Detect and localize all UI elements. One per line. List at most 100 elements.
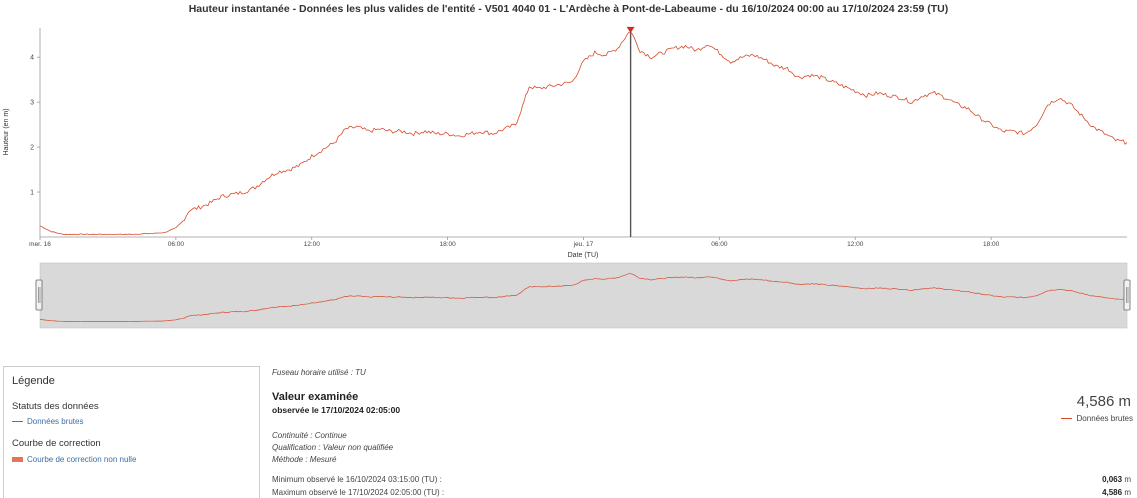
- data-point[interactable]: [900, 97, 901, 98]
- navigator[interactable]: [0, 260, 1137, 330]
- data-point[interactable]: [424, 131, 425, 132]
- data-point[interactable]: [1013, 131, 1014, 132]
- data-point[interactable]: [368, 131, 369, 132]
- data-point[interactable]: [606, 54, 607, 55]
- data-point[interactable]: [255, 187, 256, 188]
- data-point[interactable]: [911, 102, 912, 103]
- navigator-window[interactable]: [39, 262, 1128, 329]
- data-point[interactable]: [787, 68, 788, 69]
- data-point[interactable]: [1081, 115, 1082, 116]
- navigator-handle-right[interactable]: [1123, 279, 1131, 311]
- data-point[interactable]: [356, 126, 357, 127]
- data-point[interactable]: [707, 43, 708, 44]
- data-point[interactable]: [529, 86, 530, 87]
- data-point[interactable]: [198, 207, 199, 208]
- data-point[interactable]: [1115, 140, 1116, 141]
- data-point[interactable]: [300, 164, 301, 165]
- data-point[interactable]: [821, 77, 822, 78]
- data-point[interactable]: [843, 86, 844, 87]
- data-point[interactable]: [85, 234, 86, 235]
- data-point[interactable]: [470, 133, 471, 134]
- data-point[interactable]: [741, 57, 742, 58]
- data-point[interactable]: [979, 117, 980, 118]
- data-point[interactable]: [232, 194, 233, 195]
- data-point[interactable]: [1024, 133, 1025, 134]
- data-point[interactable]: [164, 232, 165, 233]
- data-point[interactable]: [458, 135, 459, 136]
- data-point[interactable]: [538, 88, 539, 89]
- navigator-handle-left[interactable]: [35, 279, 43, 311]
- series-line-donnees-brutes[interactable]: [39, 31, 1128, 236]
- data-point[interactable]: [1126, 142, 1127, 143]
- data-point[interactable]: [221, 196, 222, 197]
- legend-item-correction[interactable]: Courbe de correction non nulle: [12, 455, 136, 464]
- data-point[interactable]: [182, 221, 183, 222]
- data-point[interactable]: [345, 129, 346, 130]
- data-point[interactable]: [153, 233, 154, 234]
- data-point[interactable]: [39, 225, 40, 226]
- data-point[interactable]: [334, 142, 335, 143]
- data-point[interactable]: [62, 234, 63, 235]
- data-point[interactable]: [673, 48, 674, 49]
- data-point[interactable]: [945, 97, 946, 98]
- data-point[interactable]: [175, 227, 176, 228]
- data-point[interactable]: [662, 52, 663, 53]
- data-point[interactable]: [855, 90, 856, 91]
- data-point[interactable]: [832, 81, 833, 82]
- data-point[interactable]: [775, 66, 776, 67]
- data-point[interactable]: [447, 133, 448, 134]
- legend-item-raw-data[interactable]: Données brutes: [12, 417, 83, 426]
- data-point[interactable]: [877, 93, 878, 94]
- data-point[interactable]: [696, 50, 697, 51]
- data-point[interactable]: [492, 133, 493, 134]
- data-point[interactable]: [522, 106, 523, 107]
- data-point[interactable]: [379, 129, 380, 130]
- data-point[interactable]: [1047, 104, 1048, 105]
- data-point[interactable]: [572, 81, 573, 82]
- data-point[interactable]: [798, 77, 799, 78]
- data-point[interactable]: [968, 108, 969, 109]
- data-point[interactable]: [889, 95, 890, 96]
- data-point[interactable]: [390, 131, 391, 132]
- data-point[interactable]: [1070, 104, 1071, 105]
- data-point[interactable]: [322, 149, 323, 150]
- data-point[interactable]: [628, 32, 629, 33]
- data-point[interactable]: [1092, 126, 1093, 127]
- data-point[interactable]: [311, 155, 312, 156]
- data-point[interactable]: [764, 59, 765, 60]
- data-point[interactable]: [504, 129, 505, 130]
- data-point[interactable]: [640, 50, 641, 51]
- data-point[interactable]: [549, 86, 550, 87]
- data-point[interactable]: [1058, 97, 1059, 98]
- data-point[interactable]: [1002, 131, 1003, 132]
- data-point[interactable]: [277, 171, 278, 172]
- data-point[interactable]: [730, 61, 731, 62]
- data-point[interactable]: [594, 52, 595, 53]
- data-point[interactable]: [923, 95, 924, 96]
- data-point[interactable]: [957, 104, 958, 105]
- data-point[interactable]: [719, 52, 720, 53]
- data-point[interactable]: [51, 231, 52, 232]
- data-point[interactable]: [934, 93, 935, 94]
- data-point[interactable]: [1104, 133, 1105, 134]
- data-point[interactable]: [617, 48, 618, 49]
- data-point[interactable]: [189, 209, 190, 210]
- data-point[interactable]: [866, 95, 867, 96]
- data-point[interactable]: [289, 169, 290, 170]
- data-point[interactable]: [991, 124, 992, 125]
- data-point[interactable]: [266, 178, 267, 179]
- data-point[interactable]: [1036, 124, 1037, 125]
- data-point[interactable]: [753, 54, 754, 55]
- data-point[interactable]: [583, 61, 584, 62]
- data-point[interactable]: [243, 191, 244, 192]
- data-point[interactable]: [651, 57, 652, 58]
- data-point[interactable]: [107, 234, 108, 235]
- data-point[interactable]: [209, 203, 210, 204]
- data-point[interactable]: [560, 84, 561, 85]
- data-point[interactable]: [130, 234, 131, 235]
- data-point[interactable]: [685, 45, 686, 46]
- data-point[interactable]: [809, 75, 810, 76]
- data-point[interactable]: [413, 133, 414, 134]
- main-chart[interactable]: 1 2 3 4 mer. 16 06:00 12:00 18:00 jeu. 17 06:00 12…: [0, 0, 1137, 262]
- data-point[interactable]: [402, 131, 403, 132]
